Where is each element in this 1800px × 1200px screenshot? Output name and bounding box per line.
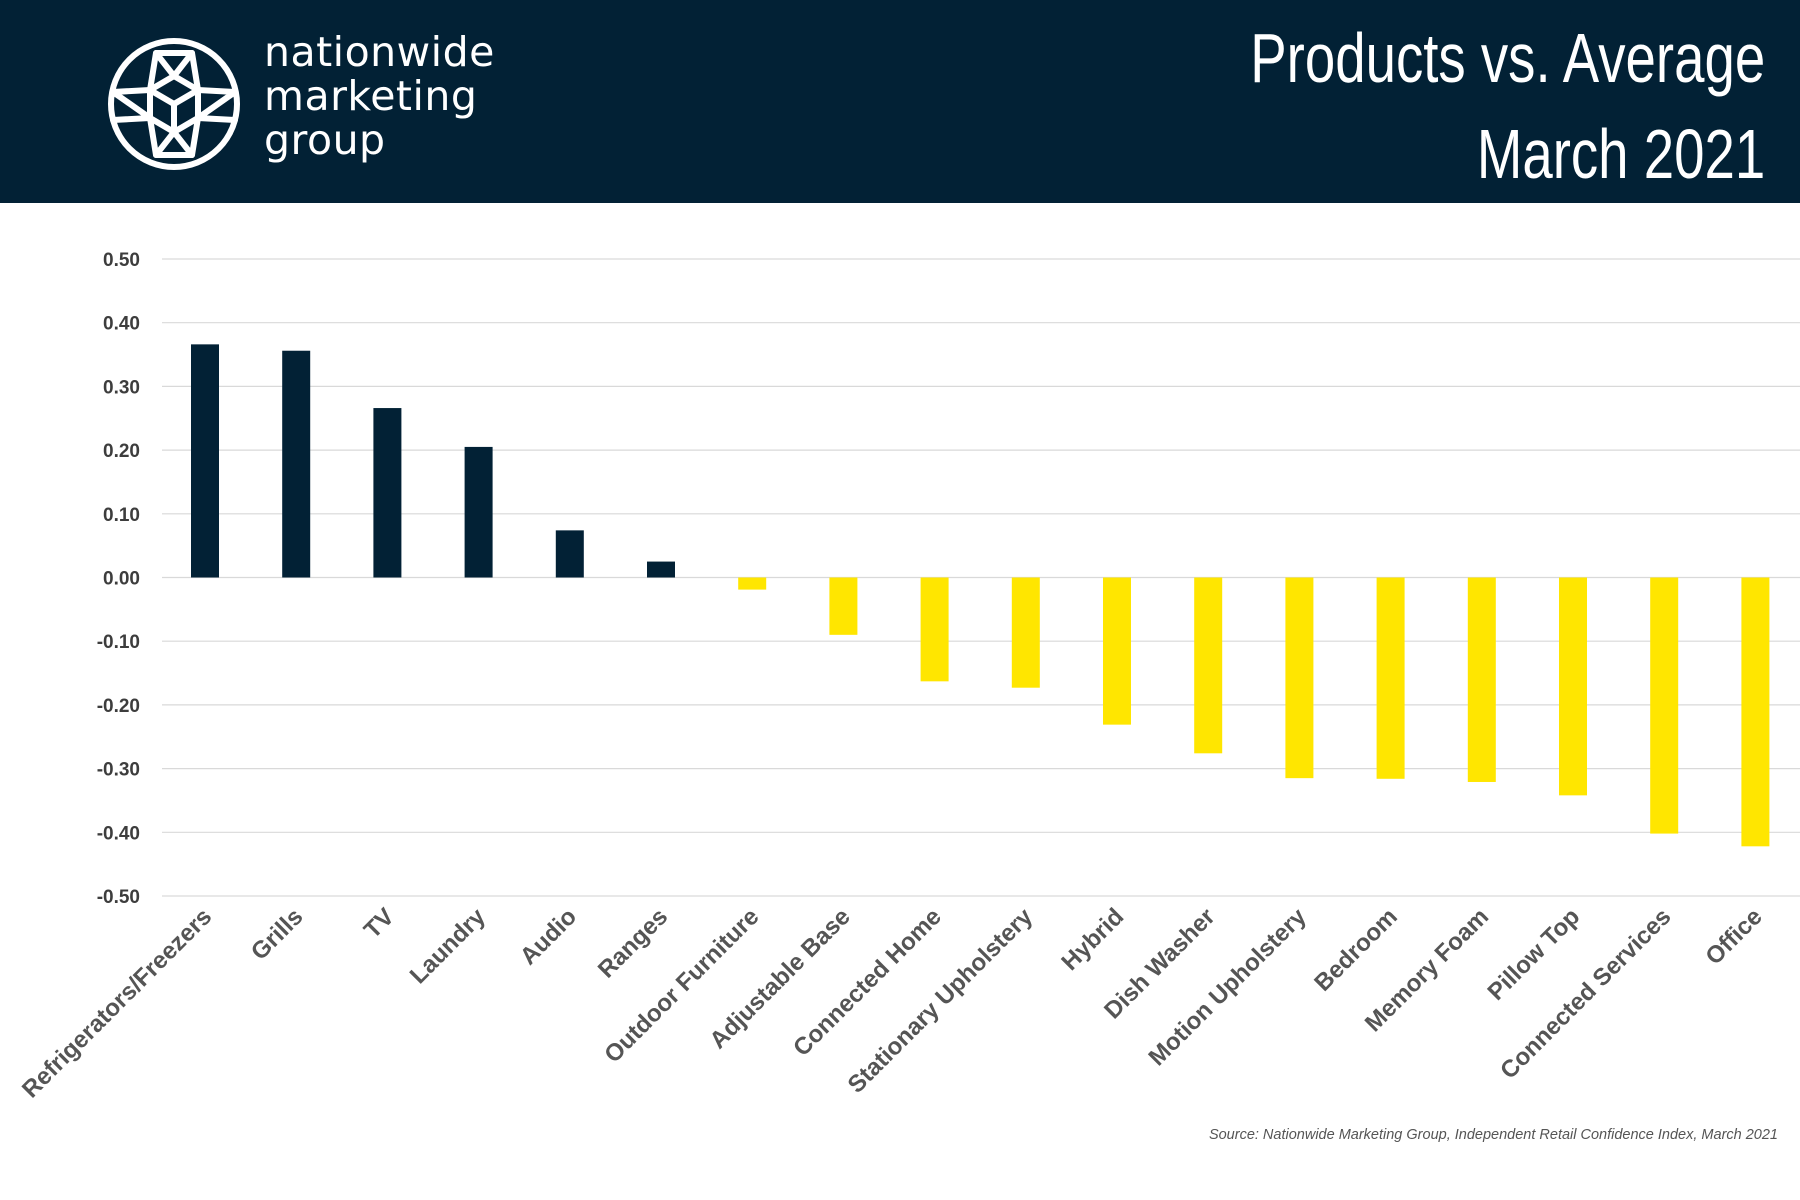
y-tick-label: 0.30	[103, 377, 140, 398]
chart-title: Products vs. Average	[1250, 19, 1765, 97]
category-label: Ranges	[593, 903, 673, 983]
brand-line-3: group	[264, 116, 386, 164]
y-tick-label: -0.30	[97, 760, 140, 781]
category-label: Laundry	[405, 903, 491, 989]
category-label: Grills	[246, 903, 308, 965]
bar-hybrid	[1103, 577, 1131, 725]
y-tick-label: 0.40	[103, 314, 140, 335]
bar-office	[1741, 577, 1770, 847]
y-tick-label: -0.20	[97, 696, 140, 717]
bar-dish-washer	[1194, 577, 1223, 754]
bar-audio	[555, 530, 584, 578]
bar-pillow-top	[1559, 577, 1587, 796]
geodesic-cube-logo-icon	[108, 38, 240, 170]
chart-subtitle: March 2021	[1476, 115, 1765, 193]
bar-grills	[282, 350, 311, 578]
bar-memory-foam	[1467, 577, 1496, 782]
bar-bedroom	[1376, 577, 1405, 779]
bar-laundry	[464, 446, 493, 578]
category-label: Refrigerators/Freezers	[17, 903, 217, 1103]
y-tick-label: -0.40	[97, 823, 140, 844]
brand-line-2: marketing	[264, 72, 478, 120]
bar-connected-services	[1650, 577, 1679, 834]
category-label: Hybrid	[1056, 903, 1129, 976]
bar-connected-home	[920, 577, 949, 682]
chart-title-block: Products vs. Average March 2021	[1250, 10, 1765, 202]
category-label: Motion Upholstery	[1144, 903, 1313, 1072]
grid-lines	[162, 258, 1800, 897]
bar-tv	[373, 408, 402, 578]
y-axis-tick-labels: 0.50 0.40 0.30 0.20 0.10 0.00 -0.10 -0.20 -0.30 -…	[97, 250, 140, 908]
category-label: Outdoor Furniture	[599, 903, 764, 1068]
category-label: Stationary Upholstery	[843, 903, 1039, 1099]
y-tick-label: -0.50	[97, 887, 140, 908]
bar-stationary-upholstery	[1011, 577, 1040, 688]
y-tick-label: -0.10	[97, 632, 140, 653]
bar-refrigerators-freezers	[191, 344, 219, 578]
header-banner: nationwide marketing group Products vs. …	[0, 0, 1800, 203]
bar-ranges	[647, 561, 675, 578]
brand-line-1: nationwide	[264, 28, 495, 76]
y-tick-label: 0.20	[103, 441, 140, 462]
category-label: Connected Services	[1495, 903, 1676, 1084]
bar-chart: 0.50 0.40 0.30 0.20 0.10 0.00 -0.10 -0.20 -0.30 -…	[17, 250, 1800, 1104]
category-label: Office	[1700, 903, 1767, 970]
bars	[191, 344, 1770, 847]
bar-motion-upholstery	[1285, 577, 1314, 779]
bar-outdoor-furniture	[738, 577, 767, 590]
y-tick-label: 0.10	[103, 505, 140, 526]
category-label: Audio	[515, 903, 582, 970]
brand-wordmark: nationwide marketing group	[264, 30, 495, 162]
source-note: Source: Nationwide Marketing Group, Inde…	[1208, 1127, 1778, 1143]
y-tick-label: 0.50	[103, 250, 140, 271]
bar-adjustable-base	[829, 577, 858, 635]
x-axis-category-labels: Refrigerators/Freezers Grills TV Laundry Aud…	[17, 903, 1768, 1104]
category-label: TV	[359, 903, 400, 944]
category-label: Bedroom	[1309, 903, 1403, 997]
y-tick-label: 0.00	[103, 569, 140, 590]
